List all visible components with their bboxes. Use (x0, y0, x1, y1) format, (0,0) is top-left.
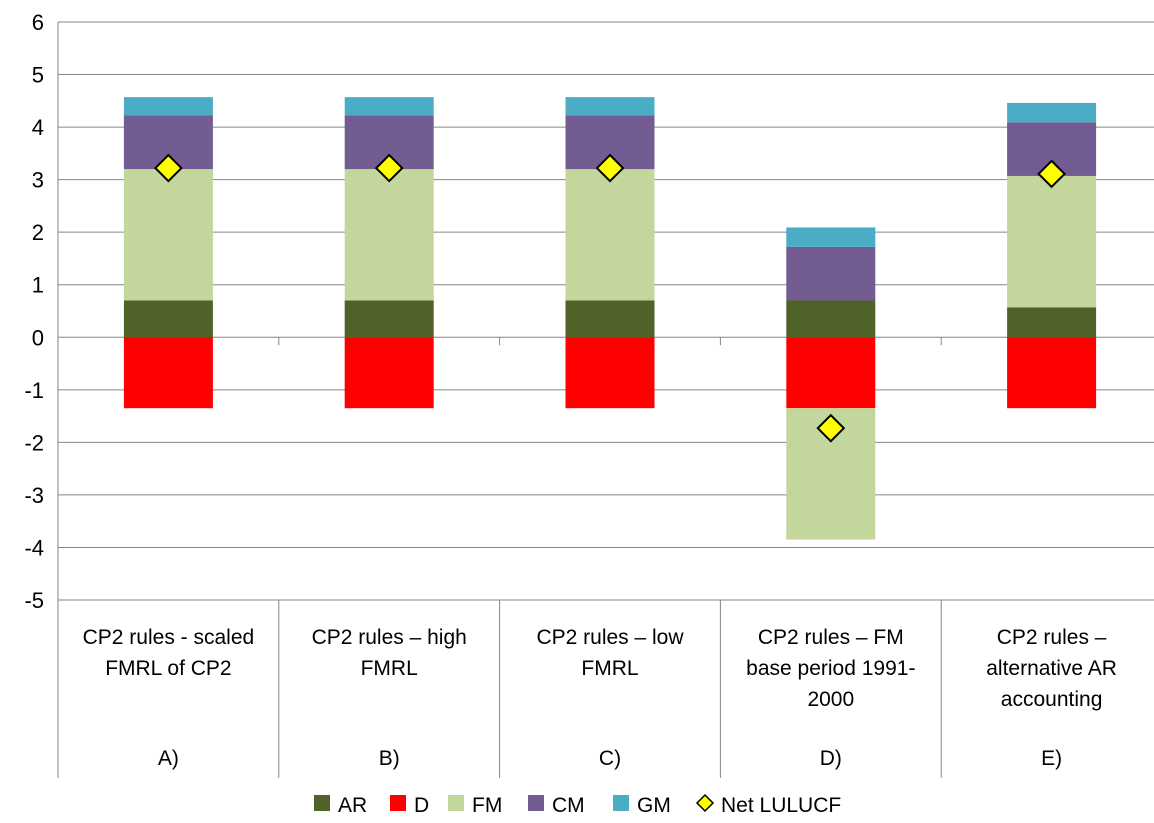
legend-label: CM (552, 794, 585, 817)
bar-segment-fm (344, 169, 434, 301)
category-label-line: FMRL of CP2 (105, 657, 231, 680)
category-letter: E) (1041, 747, 1062, 770)
bar-segment-gm (344, 97, 434, 116)
y-tick-label: 4 (32, 115, 44, 140)
bar-segment-cm (786, 246, 876, 301)
net-lulucf-marker (374, 153, 404, 183)
legend-label: GM (637, 794, 671, 817)
net-lulucf-marker (816, 413, 846, 443)
bar-segment-d (123, 337, 213, 409)
legend-swatch-fm (448, 795, 464, 811)
legend-swatch-ar (314, 795, 330, 811)
bar-segment-d (1007, 337, 1097, 409)
legend-swatch-net-lulucf (695, 793, 715, 813)
y-tick-label: -5 (24, 588, 44, 613)
legend-label: D (414, 794, 429, 817)
y-tick-label: 3 (32, 168, 44, 193)
category-letter: B) (379, 747, 400, 770)
bar-segment-ar (786, 300, 876, 338)
bar-segment-ar (565, 300, 655, 338)
net-lulucf-marker (1037, 159, 1067, 189)
legend-swatch-gm (613, 795, 629, 811)
legend-label: Net LULUCF (721, 794, 841, 817)
bar-segment-d (565, 337, 655, 409)
category-label-line: accounting (1001, 688, 1103, 711)
bar-segment-d (786, 337, 876, 409)
category-label-line: CP2 rules – low (536, 626, 684, 649)
y-tick-label: -3 (24, 483, 44, 508)
y-tick-label: -4 (24, 535, 44, 560)
legend-swatch-d (390, 795, 406, 811)
bar-segment-ar (123, 300, 213, 338)
bar-segment-fm (1007, 175, 1097, 308)
category-letter: D) (820, 747, 842, 770)
bar-segment-d (344, 337, 434, 409)
category-label-line: 2000 (807, 688, 854, 711)
bar-segment-gm (786, 227, 876, 247)
y-tick-label: 1 (32, 273, 44, 298)
category-label-line: CP2 rules – high (312, 626, 467, 649)
bar-segment-fm (123, 169, 213, 301)
bar-segment-ar (1007, 307, 1097, 338)
net-lulucf-marker (153, 153, 183, 183)
axes (57, 22, 942, 778)
bar-segment-fm (565, 169, 655, 301)
bar-segment-gm (123, 97, 213, 116)
net-lulucf-marker (595, 153, 625, 183)
y-tick-label: 0 (32, 325, 44, 350)
legend-swatch-cm (528, 795, 544, 811)
category-label-line: FMRL (361, 657, 418, 680)
category-label-line: alternative AR (986, 657, 1117, 680)
category-label-line: CP2 rules - scaled (83, 626, 255, 649)
y-tick-label: 5 (32, 63, 44, 88)
legend: AR D FM CM GM Net LULUCF (314, 793, 841, 817)
bar-segment-gm (565, 97, 655, 116)
category-label-line: CP2 rules – (997, 626, 1107, 649)
legend-label: FM (472, 794, 502, 817)
bar-segment-ar (344, 300, 434, 338)
category-letter: A) (158, 747, 179, 770)
category-label-line: base period 1991- (746, 657, 915, 680)
bar-segment-gm (1007, 102, 1097, 123)
y-tick-label: -1 (24, 378, 44, 403)
category-labels: CP2 rules - scaled FMRL of CP2 A) CP2 rules… (83, 626, 1117, 770)
category-label-line: CP2 rules – FM (758, 626, 904, 649)
category-letter: C) (599, 747, 621, 770)
y-tick-label: 2 (32, 220, 44, 245)
net-lulucf-markers (153, 153, 1067, 443)
y-tick-label: -2 (24, 430, 44, 455)
y-tick-label: 6 (32, 10, 44, 35)
legend-label: AR (338, 794, 367, 817)
y-tick-labels: 6 5 4 3 2 1 0 -1 -2 -3 -4 -5 (24, 10, 44, 613)
category-label-line: FMRL (581, 657, 638, 680)
